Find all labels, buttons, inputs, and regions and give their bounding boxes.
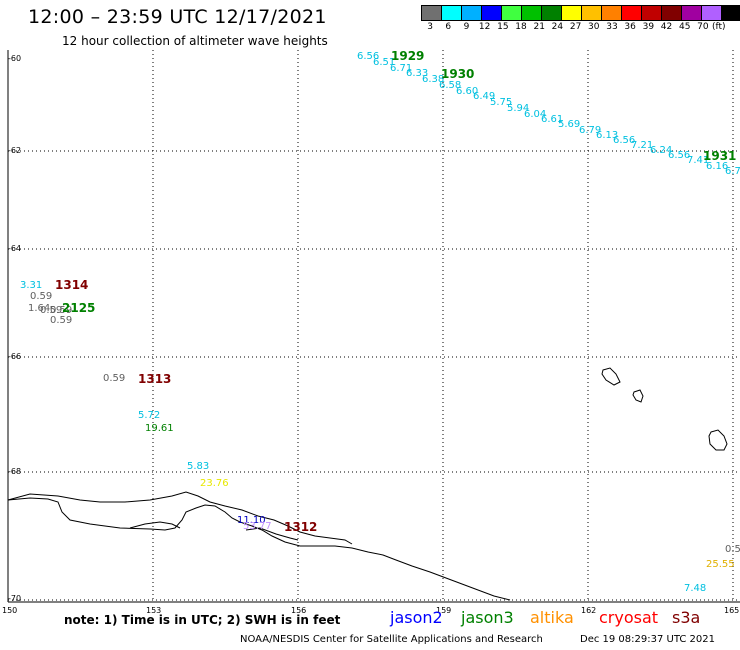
pass-time-label: 1313 — [138, 372, 172, 386]
color-scale — [421, 5, 740, 21]
wave-height-label: 6.71 — [390, 63, 413, 74]
graticule — [8, 50, 740, 602]
scale-label: 30 — [588, 22, 600, 32]
scale-label: 24 — [551, 22, 564, 32]
scale-label: 9 — [463, 22, 470, 32]
lon-label: 156 — [291, 606, 307, 615]
lon-label: 150 — [2, 606, 18, 615]
wave-height-label: 5.72 — [138, 410, 161, 421]
scale-label: 12 — [478, 22, 491, 32]
wave-height-label: 53.77 — [243, 521, 272, 532]
wave-height-label: 0.59 — [50, 305, 73, 316]
lat-label: -70 — [8, 594, 22, 603]
map-title: 12:00 – 23:59 UTC 12/17/2021 — [28, 6, 327, 28]
wave-height-label: 6.13 — [596, 130, 619, 141]
scale-label: 45 — [678, 22, 691, 32]
pass-time-label: 2125 — [62, 301, 96, 315]
wave-height-label: 5.83 — [187, 461, 210, 472]
wave-height-label: 25.55 — [706, 559, 735, 570]
lon-label: 153 — [146, 606, 162, 615]
wave-height-label: 6.56 — [613, 135, 636, 146]
legend-jason2: jason2 — [390, 608, 443, 627]
wave-height-label: 7.21 — [631, 140, 654, 151]
lat-label: -68 — [8, 467, 22, 476]
wave-height-label: 6.04 — [524, 109, 547, 120]
scale-label: 27 — [569, 22, 582, 32]
wave-height-label: 11.10 — [237, 515, 266, 526]
scale-label: 42 — [660, 22, 673, 32]
wave-height-label: 5.75 — [490, 97, 513, 108]
scale-unit: (ft) — [712, 22, 726, 32]
wave-height-label: 6.7 — [725, 166, 740, 177]
scale-label: 33 — [606, 22, 618, 32]
scale-label: 21 — [533, 22, 545, 32]
scale-label: 39 — [642, 22, 655, 32]
scale-swatch — [721, 5, 740, 21]
wave-height-label: 6.24 — [650, 145, 673, 156]
wave-height-label: 19.61 — [145, 423, 174, 434]
wave-height-label: 0.5 — [725, 544, 740, 555]
lat-label: -60 — [8, 54, 22, 63]
footer-note: note: 1) Time is in UTC; 2) SWH is in fe… — [64, 613, 341, 627]
legend-cryosat: cryosat — [599, 608, 659, 627]
wave-height-label: 6.61 — [541, 114, 564, 125]
wave-height-label: 6.58 — [439, 80, 462, 91]
pass-time-label: 1312 — [284, 520, 318, 534]
generated-timestamp: Dec 19 08:29:37 UTC 2021 — [580, 634, 715, 645]
pass-time-label: 1931 — [703, 149, 737, 163]
wave-height-label: 1.64 — [28, 303, 51, 314]
pass-time-label: 1929 — [391, 49, 425, 63]
wave-height-label: 6.56 — [357, 51, 380, 62]
wave-height-label: 6.79 — [579, 125, 602, 136]
wave-height-label: 5.94 — [507, 103, 530, 114]
wave-height-label: 6.60 — [456, 86, 479, 97]
pass-time-label: 1930 — [441, 67, 475, 81]
scale-label: 36 — [624, 22, 636, 32]
pass-time-label: 1314 — [55, 278, 89, 292]
wave-height-label: 0.59 — [30, 291, 53, 302]
wave-height-label: 3.31 — [20, 280, 43, 291]
lon-label: 159 — [436, 606, 452, 615]
scale-label: 15 — [497, 22, 509, 32]
scale-labels: 3 6 9 12 15 18 21 24 27 30 33 36 39 42 4… — [421, 22, 712, 32]
wave-height-label: 0.59 — [40, 305, 63, 316]
wave-height-label: 6.33 — [406, 68, 429, 79]
wave-height-label: 6.16 — [706, 161, 729, 172]
scale-label: 18 — [515, 22, 527, 32]
wave-height-label: 23.76 — [200, 478, 229, 489]
wave-height-label: 0.59 — [50, 315, 73, 326]
coastline — [7, 367, 728, 601]
wave-height-label: 7.41 — [687, 155, 710, 166]
wave-height-label: 5.69 — [558, 119, 581, 130]
lon-label: 162 — [581, 606, 597, 615]
wave-height-label: 6.38 — [422, 74, 445, 85]
wave-height-label: 6.56 — [668, 150, 691, 161]
wave-height-label: 0.59 — [103, 373, 126, 384]
legend-s3a: s3a — [672, 608, 701, 627]
lat-label: -66 — [8, 352, 22, 361]
map-subtitle: 12 hour collection of altimeter wave hei… — [62, 34, 328, 48]
lon-label: 165 — [724, 606, 740, 615]
lat-label: -62 — [8, 146, 22, 155]
scale-label: 6 — [445, 22, 452, 32]
scale-label: 3 — [427, 22, 433, 32]
map-frame — [7, 50, 740, 603]
wave-height-label: 7.48 — [684, 583, 707, 594]
wave-height-label: 6.51 — [373, 57, 396, 68]
credit-text: NOAA/NESDIS Center for Satellite Applica… — [240, 634, 543, 645]
legend-altika: altika — [530, 608, 574, 627]
legend-jason3: jason3 — [461, 608, 514, 627]
lat-label: -64 — [8, 244, 22, 253]
wave-height-label: 6.49 — [473, 91, 496, 102]
scale-label: 70 — [697, 22, 709, 32]
